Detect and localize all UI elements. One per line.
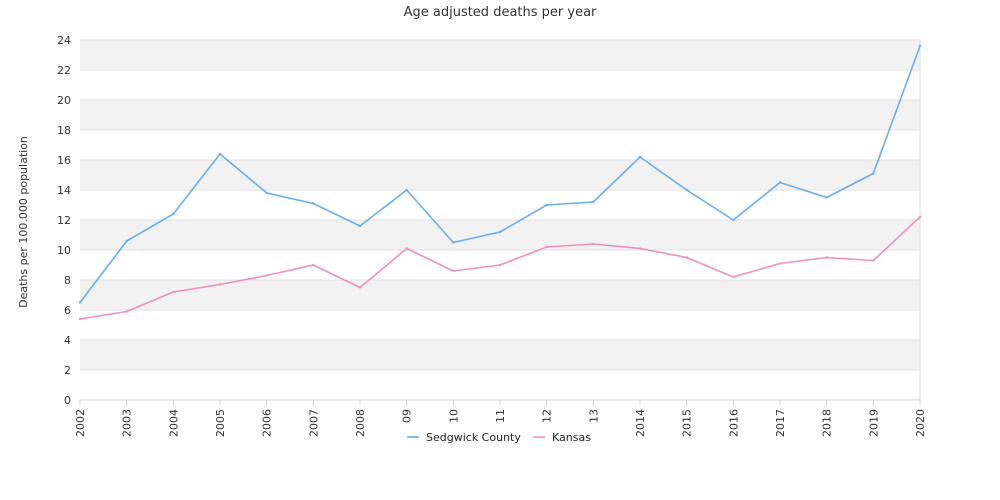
data-point (265, 274, 268, 277)
data-point (545, 203, 548, 207)
grid-band (80, 220, 920, 250)
data-point (312, 202, 315, 205)
y-tick-label: 2 (64, 364, 71, 377)
data-point (172, 290, 175, 294)
data-point (638, 155, 642, 159)
data-point (452, 241, 455, 244)
data-point (685, 256, 688, 259)
x-tick-label: 13 (587, 409, 600, 423)
x-tick-label: 2014 (634, 409, 647, 437)
y-tick-label: 20 (57, 94, 71, 107)
grid-bands (80, 40, 920, 370)
y-tick-label: 12 (57, 214, 71, 227)
x-tick-label: 2005 (214, 409, 227, 437)
x-tick-label: 2018 (821, 409, 834, 437)
data-point (405, 247, 408, 250)
series-lines (78, 44, 922, 321)
data-point (78, 301, 82, 304)
data-point (918, 44, 922, 48)
data-point (732, 218, 735, 222)
data-point (218, 283, 222, 286)
data-point (265, 191, 268, 195)
data-point (78, 317, 82, 321)
data-point (358, 224, 362, 228)
data-point (872, 259, 875, 262)
x-tick-label: 12 (541, 409, 554, 423)
data-point (125, 310, 128, 313)
legend-label: Kansas (552, 431, 591, 444)
y-tick-label: 0 (64, 394, 71, 407)
chart-title: Age adjusted deaths per year (404, 5, 597, 20)
data-point (638, 247, 642, 250)
x-tick-label: 2016 (727, 409, 740, 437)
data-point (358, 286, 362, 289)
x-tick-label: 2002 (74, 409, 87, 437)
data-point (405, 188, 408, 192)
x-axis-ticks: 2002 2003 2004 2005 2006 2007 2008 09 10 11 12 13 20… (74, 400, 927, 437)
data-point (918, 215, 922, 219)
y-tick-label: 14 (57, 184, 71, 197)
grid-band (80, 40, 920, 70)
x-tick-label: 09 (401, 409, 414, 423)
y-tick-label: 18 (57, 124, 71, 137)
data-point (732, 275, 735, 279)
data-point (218, 152, 222, 156)
data-point (825, 196, 828, 199)
data-point (545, 245, 548, 249)
x-tick-label: 2015 (681, 409, 694, 437)
y-tick-label: 16 (57, 154, 71, 167)
y-tick-label: 10 (57, 244, 71, 257)
x-tick-label: 2008 (354, 409, 367, 437)
data-point (592, 242, 595, 246)
grid-band (80, 160, 920, 190)
y-tick-label: 6 (64, 304, 71, 317)
x-tick-label: 2017 (774, 409, 787, 437)
legend-label: Sedgwick County (426, 431, 521, 444)
y-tick-label: 4 (64, 334, 71, 347)
data-point (498, 263, 502, 267)
x-tick-label: 2003 (121, 409, 134, 437)
grid-band (80, 340, 920, 370)
grid-lines (80, 39, 920, 401)
grid-band (80, 100, 920, 130)
x-tick-label: 2020 (914, 409, 927, 437)
y-tick-label: 8 (64, 274, 71, 287)
legend: Sedgwick County Kansas (407, 431, 591, 444)
grid-band (80, 280, 920, 310)
data-point (685, 188, 688, 192)
data-point (592, 200, 595, 204)
x-tick-label: 2019 (867, 409, 880, 437)
data-point (825, 256, 828, 259)
x-tick-label: 2006 (261, 409, 274, 437)
data-point (498, 230, 502, 234)
data-point (312, 263, 315, 267)
x-tick-label: 10 (447, 409, 460, 423)
y-tick-label: 24 (57, 34, 71, 47)
data-point (778, 181, 782, 184)
data-point (172, 212, 175, 216)
data-point (778, 262, 782, 265)
x-tick-label: 2007 (307, 409, 320, 437)
y-tick-label: 22 (57, 64, 71, 77)
data-point (452, 269, 455, 273)
data-point (125, 239, 128, 243)
x-tick-label: 2004 (167, 409, 180, 437)
data-point (872, 172, 875, 175)
y-axis-title: Deaths per 100.000 population (17, 136, 30, 308)
x-tick-label: 11 (494, 409, 507, 423)
